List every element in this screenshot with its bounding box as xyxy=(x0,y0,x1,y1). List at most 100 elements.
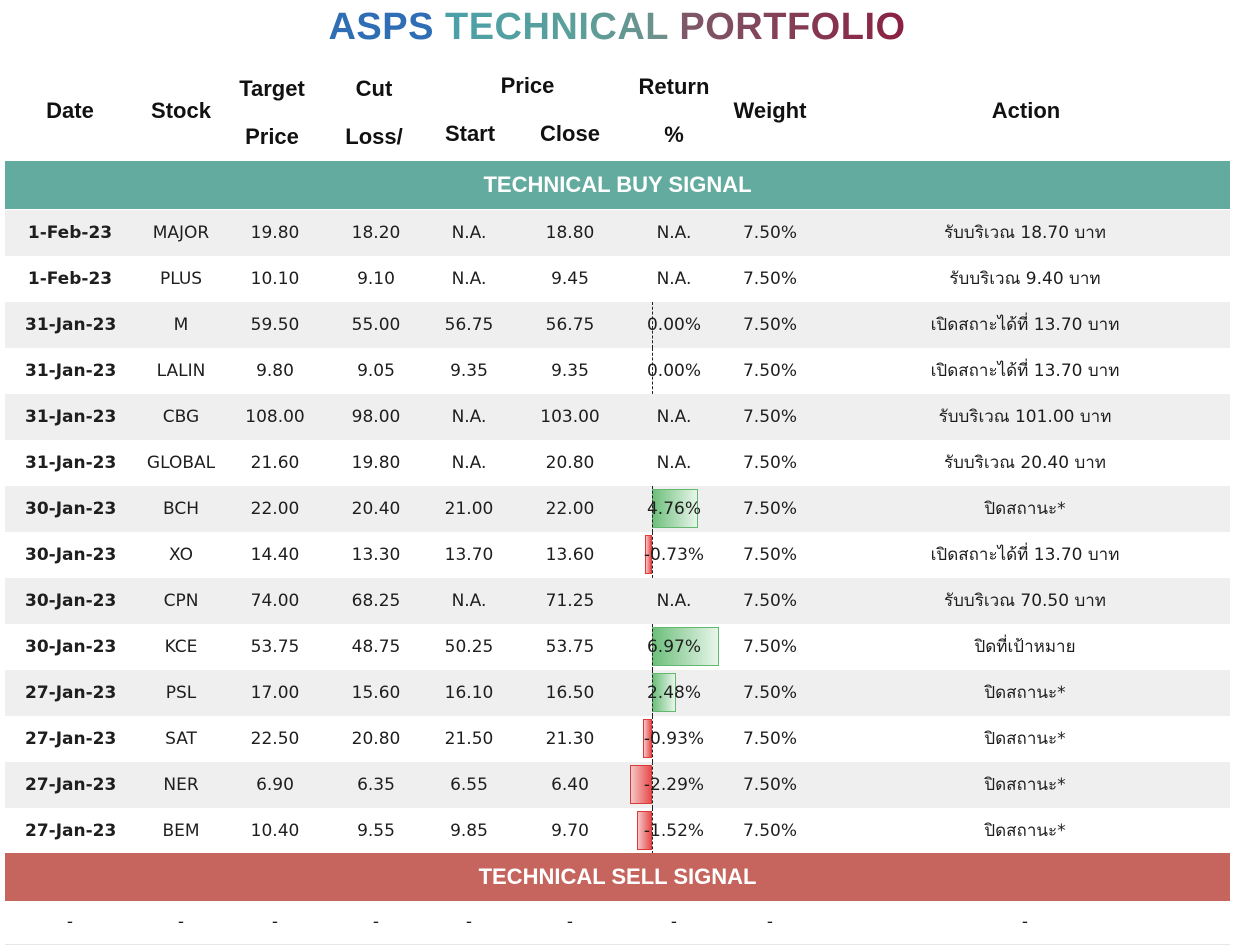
row-action: รับบริเวณ 20.40 บาท xyxy=(944,453,1106,473)
row-target: 9.80 xyxy=(256,361,294,381)
row-return-label: -0.73% xyxy=(643,545,705,565)
return-zero-axis xyxy=(652,808,653,854)
row-return: 0.00% xyxy=(629,302,719,348)
row-weight: 7.50% xyxy=(742,591,797,611)
row-date: 31-Jan-23 xyxy=(25,453,117,473)
row-cut-loss: 9.10 xyxy=(357,269,395,289)
sell-signal-row: - - - - - - - - - xyxy=(5,900,1230,945)
row-close: 6.40 xyxy=(551,775,589,795)
row-return-label: 2.48% xyxy=(646,683,701,703)
table-row: 31-Jan-23 M 59.50 55.00 56.75 56.75 7.50% เปิดส… xyxy=(5,302,1230,348)
row-stock: M xyxy=(173,315,189,335)
row-target: 59.50 xyxy=(250,315,300,335)
return-zero-axis xyxy=(652,762,653,808)
title-part1: ASPS xyxy=(328,6,434,48)
header-target-top: Target xyxy=(239,76,305,101)
buy-signal-band: TECHNICAL BUY SIGNAL xyxy=(5,161,1230,209)
row-close: 9.35 xyxy=(551,361,589,381)
row-cut-loss: 20.40 xyxy=(351,499,401,519)
row-return-label: 6.97% xyxy=(646,637,701,657)
row-start: N.A. xyxy=(451,223,487,243)
row-start: 56.75 xyxy=(444,315,494,335)
row-stock: GLOBAL xyxy=(146,453,216,473)
row-close: 53.75 xyxy=(545,637,595,657)
row-stock: BEM xyxy=(162,821,200,841)
row-cut-loss: 13.30 xyxy=(351,545,401,565)
sell-return: - xyxy=(670,912,678,932)
row-close: 18.80 xyxy=(545,223,595,243)
row-cut-loss: 9.55 xyxy=(357,821,395,841)
row-stock: LALIN xyxy=(156,361,206,381)
header-date: Date xyxy=(46,98,94,123)
row-start: N.A. xyxy=(451,407,487,427)
table-row: 31-Jan-23 GLOBAL 21.60 19.80 N.A. 20.80 7.50% ร… xyxy=(5,440,1230,486)
row-return-label: N.A. xyxy=(656,591,692,611)
return-zero-axis xyxy=(652,716,653,762)
row-return: N.A. xyxy=(629,440,719,486)
row-date: 30-Jan-23 xyxy=(25,499,117,519)
row-return-label: 0.00% xyxy=(646,315,701,335)
row-action: ปิดที่เป้าหมาย xyxy=(974,637,1076,657)
row-stock: PSL xyxy=(165,683,197,703)
row-action: เปิดสถาะได้ที่ 13.70 บาท xyxy=(930,361,1120,381)
row-action: รับบริเวณ 9.40 บาท xyxy=(949,269,1101,289)
header-weight: Weight xyxy=(733,98,807,123)
row-target: 21.60 xyxy=(250,453,300,473)
row-action: ปิดสถานะ* xyxy=(984,775,1066,795)
row-close: 21.30 xyxy=(545,729,595,749)
row-return: 6.97% xyxy=(629,624,719,670)
row-return: N.A. xyxy=(629,394,719,440)
row-date: 30-Jan-23 xyxy=(25,545,117,565)
title-part2: TECHNICAL xyxy=(444,6,669,48)
row-stock: CBG xyxy=(162,407,200,427)
row-return: -0.73% xyxy=(629,532,719,578)
return-bar-negative xyxy=(630,765,652,804)
row-start: 21.00 xyxy=(444,499,494,519)
sell-weight: - xyxy=(766,912,774,932)
header-close: Close xyxy=(540,121,600,146)
row-return: 0.00% xyxy=(629,348,719,394)
row-target: 14.40 xyxy=(250,545,300,565)
row-start: 6.55 xyxy=(450,775,488,795)
row-cut-loss: 20.80 xyxy=(351,729,401,749)
row-start: N.A. xyxy=(451,453,487,473)
row-stock: BCH xyxy=(162,499,200,519)
row-action: รับบริเวณ 101.00 บาท xyxy=(938,407,1112,427)
row-stock: NER xyxy=(163,775,199,795)
row-date: 27-Jan-23 xyxy=(25,683,117,703)
row-target: 108.00 xyxy=(245,407,305,427)
header-target-bottom: Price xyxy=(245,124,299,149)
row-action: เปิดสถาะได้ที่ 13.70 บาท xyxy=(930,315,1120,335)
row-close: 9.45 xyxy=(551,269,589,289)
row-weight: 7.50% xyxy=(742,637,797,657)
row-target: 10.40 xyxy=(250,821,300,841)
sell-target: - xyxy=(271,912,279,932)
row-weight: 7.50% xyxy=(742,315,797,335)
page-title: ASPS TECHNICAL PORTFOLIO xyxy=(0,6,1234,49)
row-weight: 7.50% xyxy=(742,683,797,703)
return-bar-negative xyxy=(637,811,652,850)
row-date: 1-Feb-23 xyxy=(27,223,113,243)
sell-date: - xyxy=(66,912,74,932)
return-zero-axis xyxy=(652,670,653,716)
sell-start: - xyxy=(465,912,473,932)
row-cut-loss: 18.20 xyxy=(351,223,401,243)
row-weight: 7.50% xyxy=(742,821,797,841)
table-row: 30-Jan-23 XO 14.40 13.30 13.70 13.60 7.50% เปิด… xyxy=(5,532,1230,578)
row-close: 103.00 xyxy=(540,407,600,427)
return-zero-axis xyxy=(652,348,653,394)
row-action: ปิดสถานะ* xyxy=(984,499,1066,519)
row-date: 31-Jan-23 xyxy=(25,361,117,381)
row-start: 16.10 xyxy=(444,683,494,703)
row-date: 27-Jan-23 xyxy=(25,821,117,841)
row-target: 22.50 xyxy=(250,729,300,749)
row-date: 1-Feb-23 xyxy=(27,269,113,289)
row-weight: 7.50% xyxy=(742,269,797,289)
row-action: ปิดสถานะ* xyxy=(984,821,1066,841)
row-weight: 7.50% xyxy=(742,775,797,795)
row-action: เปิดสถาะได้ที่ 13.70 บาท xyxy=(930,545,1120,565)
row-weight: 7.50% xyxy=(742,545,797,565)
row-action: ปิดสถานะ* xyxy=(984,729,1066,749)
row-weight: 7.50% xyxy=(742,453,797,473)
table-row: 1-Feb-23 PLUS 10.10 9.10 N.A. 9.45 7.50% รับบริ… xyxy=(5,256,1230,302)
